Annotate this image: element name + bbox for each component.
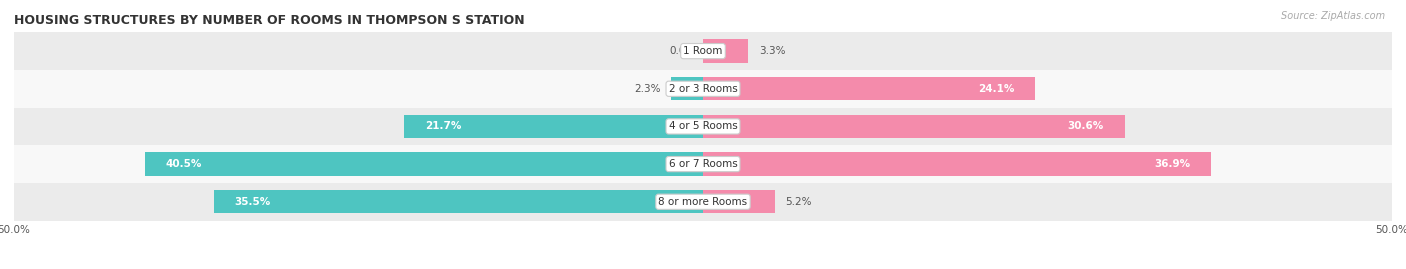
Text: 30.6%: 30.6% <box>1067 121 1104 132</box>
Bar <box>145 153 703 176</box>
Bar <box>14 183 1392 221</box>
Text: 1 Room: 1 Room <box>683 46 723 56</box>
Text: 4 or 5 Rooms: 4 or 5 Rooms <box>669 121 737 132</box>
Bar <box>703 190 775 213</box>
Text: 24.1%: 24.1% <box>979 84 1014 94</box>
Bar <box>703 153 1212 176</box>
Bar <box>214 190 703 213</box>
Bar <box>703 115 1125 138</box>
Bar <box>703 77 1035 100</box>
Text: 8 or more Rooms: 8 or more Rooms <box>658 197 748 207</box>
Bar <box>14 145 1392 183</box>
Bar <box>703 40 748 63</box>
Bar <box>14 70 1392 108</box>
Text: 5.2%: 5.2% <box>786 197 813 207</box>
Text: 36.9%: 36.9% <box>1154 159 1191 169</box>
Bar <box>14 108 1392 145</box>
Text: 0.0%: 0.0% <box>669 46 696 56</box>
Text: 40.5%: 40.5% <box>166 159 202 169</box>
Text: 3.3%: 3.3% <box>759 46 786 56</box>
Bar <box>671 77 703 100</box>
Text: 2 or 3 Rooms: 2 or 3 Rooms <box>669 84 737 94</box>
Bar <box>404 115 703 138</box>
Text: 21.7%: 21.7% <box>425 121 461 132</box>
Text: Source: ZipAtlas.com: Source: ZipAtlas.com <box>1281 11 1385 21</box>
Text: 6 or 7 Rooms: 6 or 7 Rooms <box>669 159 737 169</box>
Text: 35.5%: 35.5% <box>235 197 271 207</box>
Text: HOUSING STRUCTURES BY NUMBER OF ROOMS IN THOMPSON S STATION: HOUSING STRUCTURES BY NUMBER OF ROOMS IN… <box>14 14 524 27</box>
Bar <box>14 32 1392 70</box>
Text: 2.3%: 2.3% <box>634 84 661 94</box>
